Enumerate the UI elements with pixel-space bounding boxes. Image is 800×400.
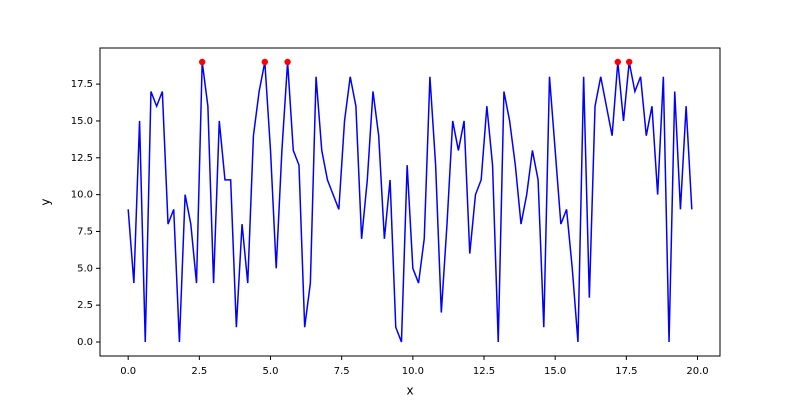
x-tick-label: 0.0 xyxy=(120,366,136,377)
plot-frame xyxy=(99,47,721,357)
highlight-point xyxy=(198,58,206,66)
y-tick-label: 2.5 xyxy=(77,300,93,311)
highlight-point xyxy=(614,58,622,66)
y-tick-label: 0.0 xyxy=(77,337,93,348)
y-tick-label: 12.5 xyxy=(71,153,93,164)
y-tick-label: 5.0 xyxy=(77,263,93,274)
x-tick-label: 2.5 xyxy=(191,366,207,377)
x-tick-label: 7.5 xyxy=(334,366,350,377)
y-tick-label: 7.5 xyxy=(77,226,93,237)
highlight-point xyxy=(261,58,269,66)
data-line xyxy=(127,61,693,343)
x-tick-label: 17.5 xyxy=(615,366,637,377)
x-axis-label: x xyxy=(406,384,413,398)
highlight-point xyxy=(625,58,633,66)
y-tick-label: 15.0 xyxy=(71,116,93,127)
x-tick-label: 5.0 xyxy=(263,366,279,377)
x-tick-label: 10.0 xyxy=(402,366,424,377)
x-tick-label: 20.0 xyxy=(686,366,708,377)
highlight-point xyxy=(284,58,291,66)
x-tick-label: 15.0 xyxy=(544,366,566,377)
y-axis-label: y xyxy=(39,198,53,205)
x-tick-label: 12.5 xyxy=(473,366,495,377)
y-tick-label: 10.0 xyxy=(71,190,93,201)
y-tick-label: 17.5 xyxy=(71,79,93,90)
